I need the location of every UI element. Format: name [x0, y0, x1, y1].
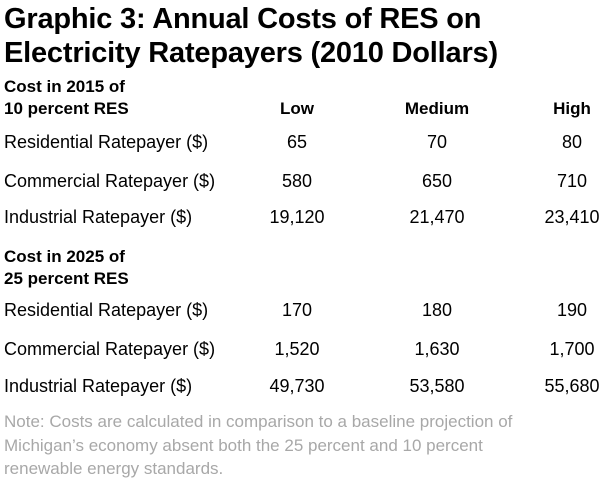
- column-header-low: Low: [280, 99, 314, 118]
- table-row: Commercial Ratepayer ($) 1,520 1,630 1,7…: [0, 337, 600, 361]
- cell-low: 19,120: [269, 207, 325, 227]
- table-row: Residential Ratepayer ($) 65 70 80: [0, 130, 600, 154]
- column-header-medium: Medium: [404, 99, 470, 118]
- column-header-high: High: [553, 99, 591, 118]
- title-line-2: Electricity Ratepayers (2010 Dollars): [4, 37, 498, 69]
- cell-medium: 21,470: [409, 207, 465, 227]
- table-row: Commercial Ratepayer ($) 580 650 710: [0, 169, 600, 193]
- cell-low: 1,520: [274, 339, 320, 359]
- cell-high: 23,410: [544, 207, 600, 227]
- cell-medium: 180: [421, 300, 453, 320]
- cell-low: 49,730: [269, 376, 325, 396]
- table-row: Residential Ratepayer ($) 170 180 190: [0, 298, 600, 322]
- cell-medium: 1,630: [414, 339, 460, 359]
- row-label: Industrial Ratepayer ($): [4, 207, 193, 227]
- cell-high: 55,680: [544, 376, 600, 396]
- cell-low: 580: [281, 171, 313, 191]
- section-heading-line-1: Cost in 2015 of: [4, 77, 125, 96]
- section-heading-2015: Cost in 2015 of 10 percent RES: [4, 76, 129, 120]
- cell-medium: 70: [426, 132, 448, 152]
- column-header-row: Low Medium High: [0, 97, 600, 121]
- footnote: Note: Costs are calculated in comparison…: [4, 412, 513, 478]
- table-row: Industrial Ratepayer ($) 19,120 21,470 2…: [0, 205, 600, 229]
- row-label: Residential Ratepayer ($): [4, 132, 209, 152]
- table-row: Industrial Ratepayer ($) 49,730 53,580 5…: [0, 374, 600, 398]
- cell-low: 65: [286, 132, 308, 152]
- row-label: Commercial Ratepayer ($): [4, 171, 216, 191]
- cell-medium: 650: [421, 171, 453, 191]
- cell-high: 710: [556, 171, 588, 191]
- cell-low: 170: [281, 300, 313, 320]
- graphic-title: Graphic 3: Annual Costs of RES on Electr…: [4, 2, 498, 70]
- row-label: Commercial Ratepayer ($): [4, 339, 216, 359]
- cell-medium: 53,580: [409, 376, 465, 396]
- section-heading-line-2: 25 percent RES: [4, 269, 129, 288]
- section-heading-line-2: 10 percent RES: [4, 99, 129, 118]
- cell-high: 1,700: [549, 339, 595, 359]
- row-label: Industrial Ratepayer ($): [4, 376, 193, 396]
- row-label: Residential Ratepayer ($): [4, 300, 209, 320]
- cell-high: 80: [561, 132, 583, 152]
- section-heading-2025: Cost in 2025 of 25 percent RES: [4, 246, 129, 290]
- cell-high: 190: [556, 300, 588, 320]
- section-heading-line-1: Cost in 2025 of: [4, 247, 125, 266]
- title-line-1: Graphic 3: Annual Costs of RES on: [4, 3, 482, 35]
